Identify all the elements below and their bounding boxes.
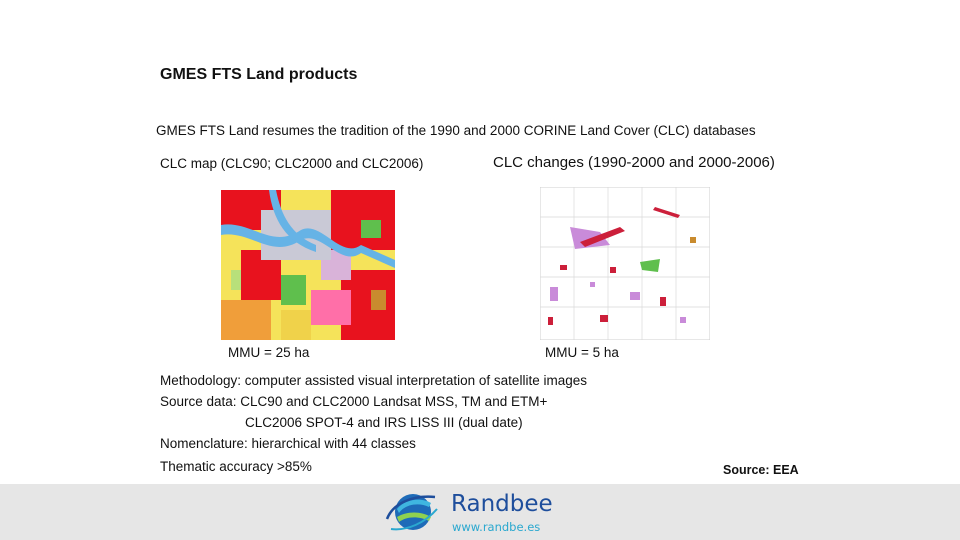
clc-map-label: CLC map (CLC90; CLC2000 and CLC2006) (160, 156, 424, 171)
brand-name: Randbee (451, 491, 553, 517)
slide-title: GMES FTS Land products (160, 66, 358, 83)
clc-map-image (221, 190, 395, 340)
accuracy-text: Thematic accuracy >85% (160, 459, 312, 474)
footer-bar (0, 484, 960, 540)
source-data-text-cont: CLC2006 SPOT-4 and IRS LISS III (dual da… (245, 415, 523, 430)
brand-url[interactable]: www.randbe.es (452, 520, 541, 534)
clc-changes-label: CLC changes (1990-2000 and 2000-2006) (493, 154, 775, 171)
randbee-globe-logo-icon (385, 494, 438, 531)
source-data-text: Source data: CLC90 and CLC2000 Landsat M… (160, 394, 548, 409)
clc-map-mmu: MMU = 25 ha (228, 345, 310, 360)
clc-changes-mmu: MMU = 5 ha (545, 345, 619, 360)
slide-subtitle: GMES FTS Land resumes the tradition of t… (156, 123, 756, 138)
clc-changes-image (540, 187, 710, 340)
methodology-text: Methodology: computer assisted visual in… (160, 373, 587, 388)
source-credit: Source: EEA (723, 463, 799, 477)
nomenclature-text: Nomenclature: hierarchical with 44 class… (160, 436, 416, 451)
description-block: Methodology: computer assisted visual in… (160, 370, 587, 454)
